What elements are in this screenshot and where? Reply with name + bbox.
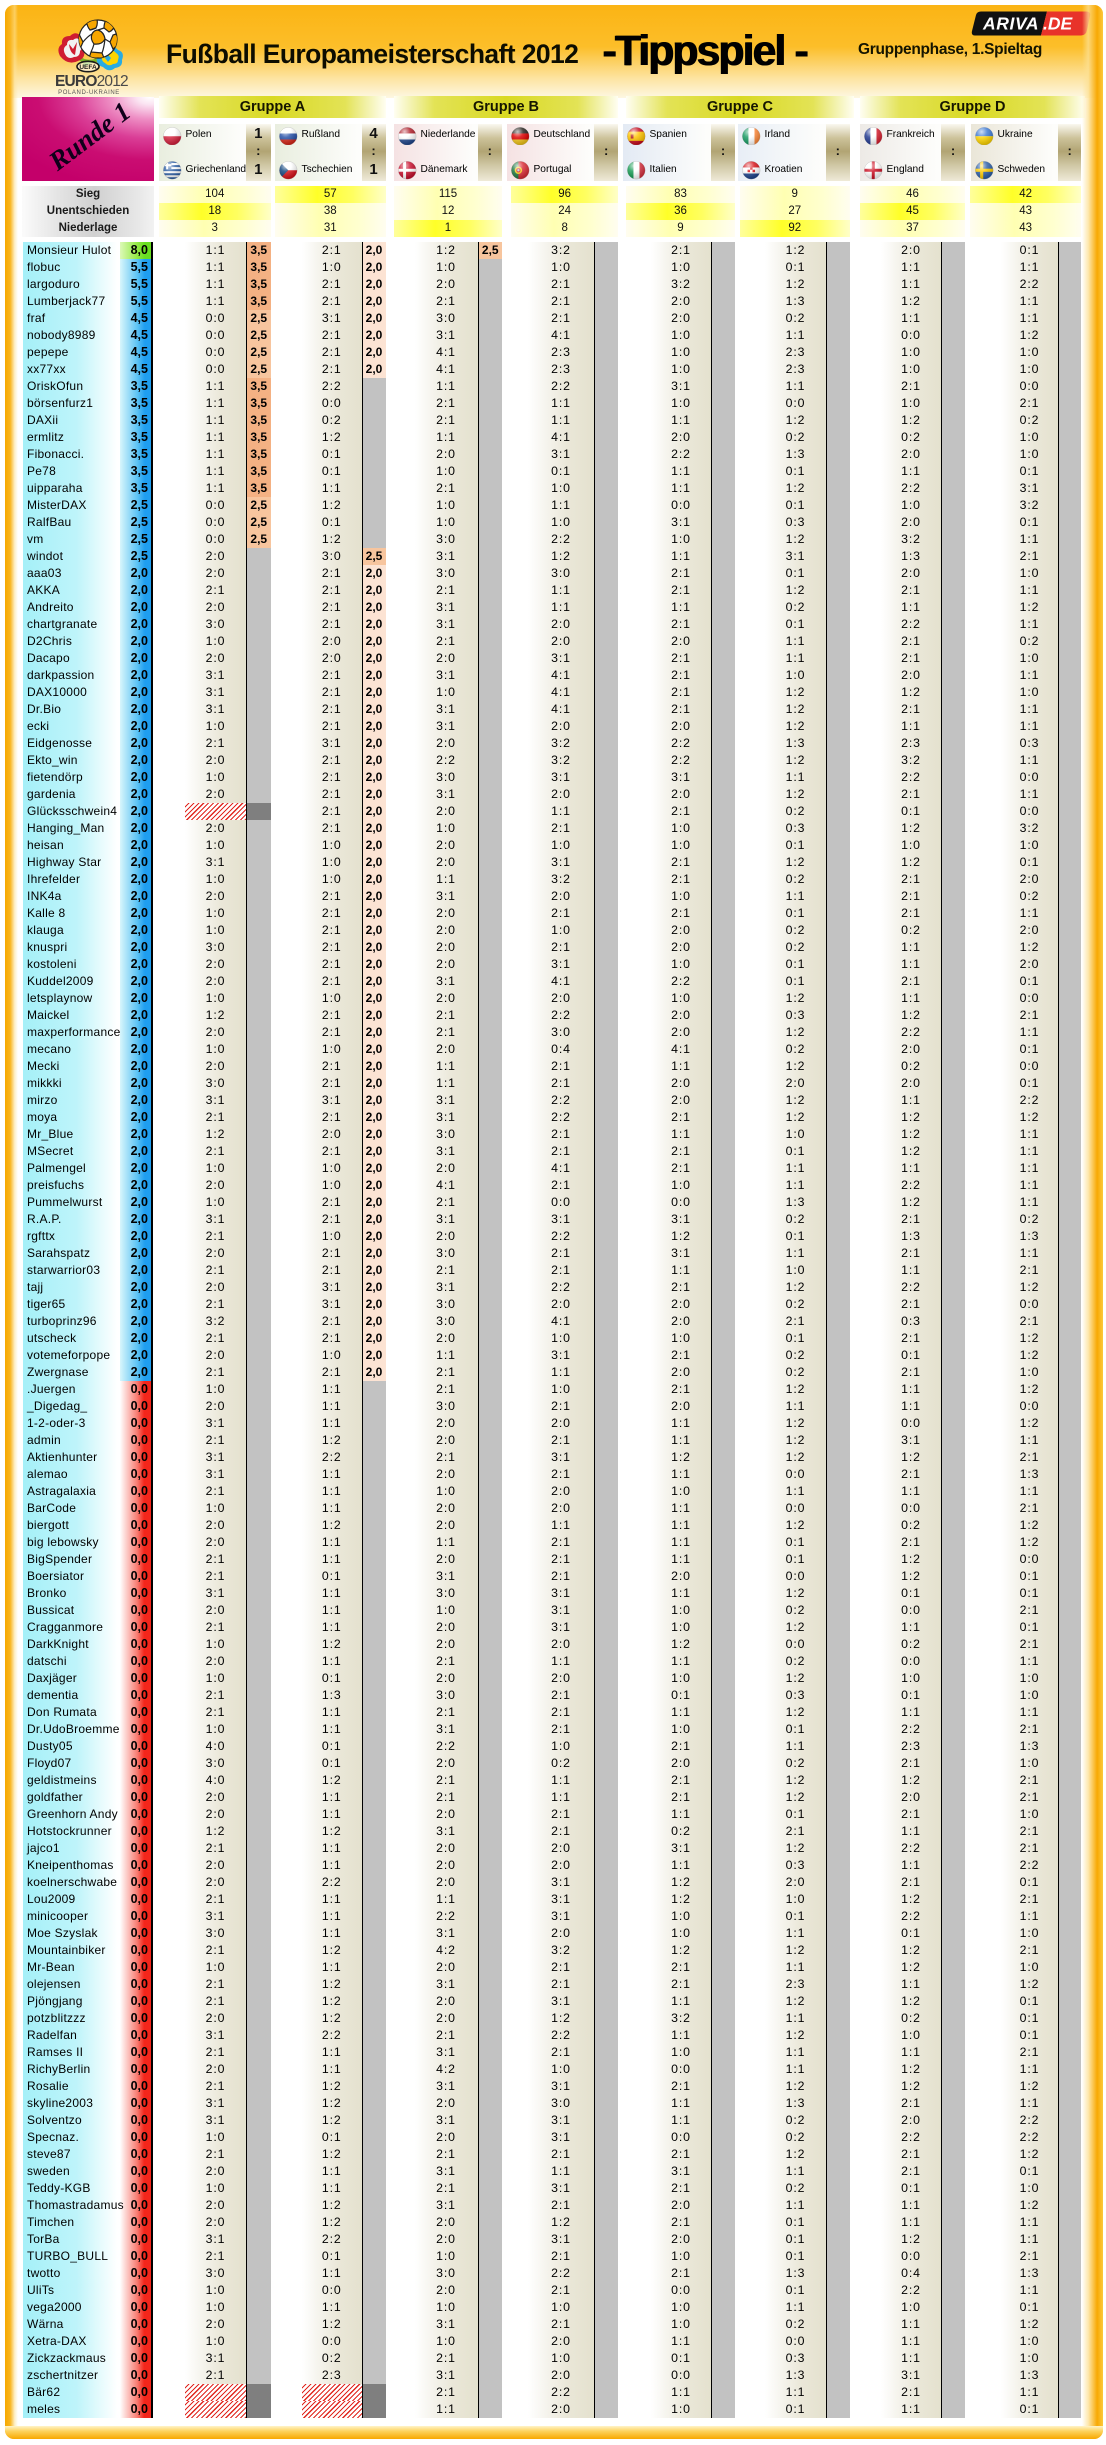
svg-text:EURO2012: EURO2012: [55, 73, 128, 90]
svg-text:ARIVA: ARIVA: [982, 14, 1039, 34]
svg-text:UEFA: UEFA: [79, 64, 97, 71]
svg-text:POLAND-UKRAINE: POLAND-UKRAINE: [58, 90, 120, 96]
svg-text:.DE: .DE: [1043, 14, 1074, 34]
